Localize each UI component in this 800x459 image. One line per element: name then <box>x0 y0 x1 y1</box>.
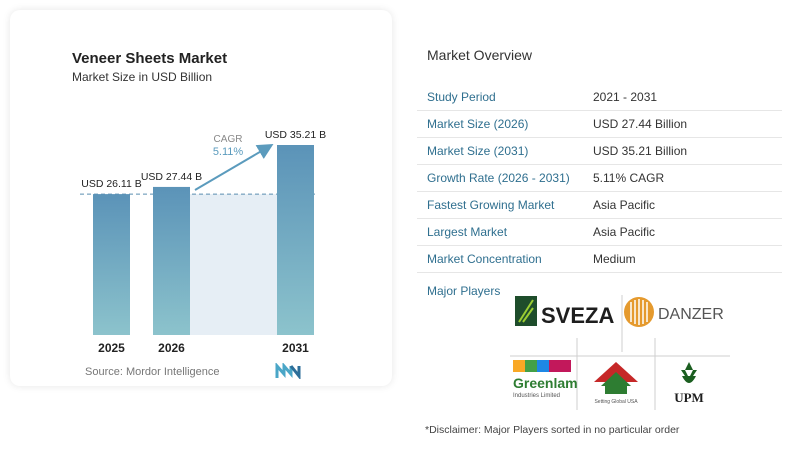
category-label-2031: 2031 <box>282 341 309 355</box>
overview-row: Market Size (2026) USD 27.44 Billion <box>417 111 782 138</box>
overview-row: Largest Market Asia Pacific <box>417 219 782 246</box>
overview-key: Growth Rate (2026 - 2031) <box>427 171 570 185</box>
greenlam-logo-subtext: Industries Limited <box>513 393 560 399</box>
overview-value: Asia Pacific <box>593 225 656 239</box>
overview-table: Study Period 2021 - 2031 Market Size (20… <box>417 84 782 273</box>
category-label-2026: 2026 <box>158 341 185 355</box>
data-label-2025: USD 26.11 B <box>81 178 142 190</box>
overview-title: Market Overview <box>427 47 533 63</box>
overview-row: Fastest Growing Market Asia Pacific <box>417 192 782 219</box>
greenlam-logo-text: Greenlam <box>513 375 578 391</box>
cagr-label: CAGR <box>214 134 243 145</box>
overview-key: Fastest Growing Market <box>427 198 555 212</box>
overview-value: Medium <box>593 252 636 266</box>
bar-chart: USD 26.11 B 2025 USD 27.44 B 2026 USD 35.21 … <box>80 129 326 355</box>
overview-row: Market Concentration Medium <box>417 246 782 273</box>
upm-logo-text: UPM <box>674 390 704 405</box>
overview-value: USD 27.44 Billion <box>593 117 688 131</box>
overview-key: Market Concentration <box>427 252 542 266</box>
danzer-logo-text: DANZER <box>658 306 724 323</box>
overview-row: Study Period 2021 - 2031 <box>417 84 782 111</box>
category-label-2025: 2025 <box>98 341 125 355</box>
century-logo: Setting Global USA <box>594 362 638 405</box>
overview-value: Asia Pacific <box>593 198 656 212</box>
growth-band <box>190 194 277 335</box>
major-players-logos: SVEZA DANZER Greenlam Industries Limited… <box>510 295 730 410</box>
overview-row: Market Size (2031) USD 35.21 Billion <box>417 138 782 165</box>
overview-value: 5.11% CAGR <box>593 171 665 185</box>
sveza-logo: SVEZA <box>515 296 614 328</box>
sveza-logo-text: SVEZA <box>541 303 614 328</box>
greenlam-logo: Greenlam Industries Limited <box>513 360 578 399</box>
mordor-logo-icon <box>275 363 301 379</box>
overview-key: Study Period <box>427 90 496 104</box>
overview-row: Growth Rate (2026 - 2031) 5.11% CAGR <box>417 165 782 192</box>
bar-2026 <box>153 186 190 335</box>
bar-2025 <box>93 194 130 335</box>
danzer-logo: DANZER <box>624 297 724 327</box>
century-logo-text: Setting Global USA <box>594 399 638 405</box>
data-label-2026: USD 27.44 B <box>141 171 202 183</box>
source-text: Source: Mordor Intelligence <box>85 366 220 378</box>
disclaimer-text: *Disclaimer: Major Players sorted in no … <box>425 424 680 436</box>
bar-2031 <box>277 145 314 335</box>
data-label-2031: USD 35.21 B <box>265 129 326 141</box>
cagr-value: 5.11% <box>213 146 244 158</box>
overview-value: USD 35.21 Billion <box>593 144 688 158</box>
overview-value: 2021 - 2031 <box>593 90 658 104</box>
upm-logo: UPM <box>674 362 704 405</box>
chart-title: Veneer Sheets Market <box>72 50 228 67</box>
overview-key: Market Size (2026) <box>427 117 529 131</box>
overview-key: Largest Market <box>427 225 508 239</box>
major-players-label: Major Players <box>427 284 501 298</box>
cagr-arrow <box>194 143 274 191</box>
overview-key: Market Size (2031) <box>427 144 529 158</box>
chart-subtitle: Market Size in USD Billion <box>72 70 213 84</box>
